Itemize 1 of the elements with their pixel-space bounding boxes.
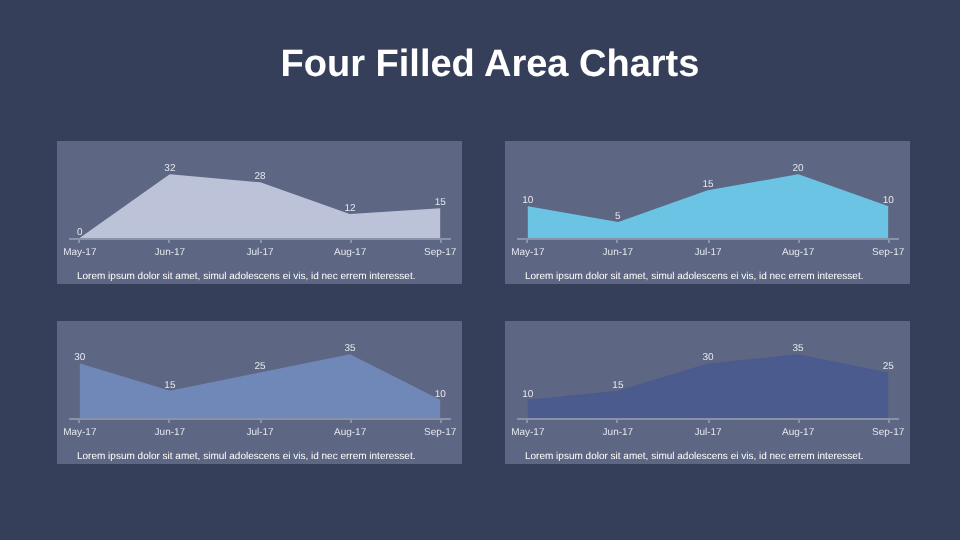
text: Four Filled Area Charts (280, 42, 700, 90)
